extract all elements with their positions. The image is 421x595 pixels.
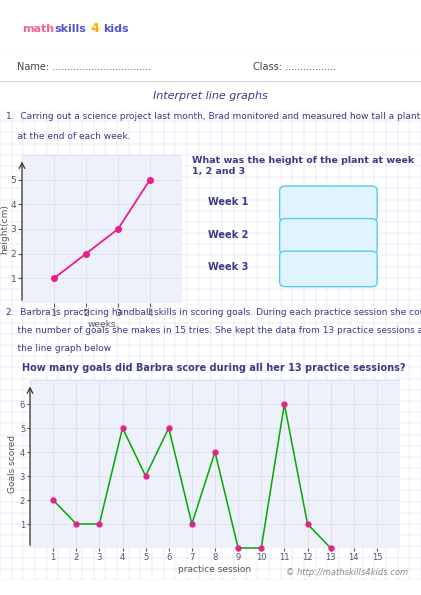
Text: math: math xyxy=(23,24,55,33)
Text: What was the height of the plant at week 1, 2 and 3: What was the height of the plant at week… xyxy=(192,156,414,176)
Text: Week 3: Week 3 xyxy=(208,262,248,273)
Text: 2.  Barbra is practicing handball skills in scoring goals. During each practice : 2. Barbra is practicing handball skills … xyxy=(6,308,421,317)
Text: kids: kids xyxy=(103,24,129,33)
X-axis label: weeks: weeks xyxy=(88,320,116,330)
Text: the number of goals she makes in 15 tries. She kept the data from 13 practice se: the number of goals she makes in 15 trie… xyxy=(6,326,421,335)
Text: at the end of each week.: at the end of each week. xyxy=(6,132,131,141)
X-axis label: practice session: practice session xyxy=(179,565,252,574)
Y-axis label: Goals scored: Goals scored xyxy=(8,435,17,493)
Text: 4: 4 xyxy=(91,22,99,35)
Text: Week 2: Week 2 xyxy=(208,230,248,240)
Text: the line graph below: the line graph below xyxy=(6,345,111,353)
FancyBboxPatch shape xyxy=(280,186,377,221)
Text: Interpret line graphs: Interpret line graphs xyxy=(153,90,268,101)
FancyBboxPatch shape xyxy=(0,83,421,109)
FancyBboxPatch shape xyxy=(280,251,377,287)
Text: Class: .................: Class: ................. xyxy=(253,62,336,72)
Text: 1.  Carring out a science project last month, Brad monitored and measured how ta: 1. Carring out a science project last mo… xyxy=(6,112,421,121)
Text: Name: .................................: Name: ................................. xyxy=(17,62,151,72)
FancyBboxPatch shape xyxy=(280,218,377,254)
Text: Week 1: Week 1 xyxy=(208,198,248,207)
Text: skills: skills xyxy=(55,24,87,33)
Text: © http://mathskills4kids.com: © http://mathskills4kids.com xyxy=(286,568,408,577)
Y-axis label: height(cm): height(cm) xyxy=(0,204,9,254)
Text: How many goals did Barbra score during all her 13 practice sessions?: How many goals did Barbra score during a… xyxy=(22,363,405,373)
